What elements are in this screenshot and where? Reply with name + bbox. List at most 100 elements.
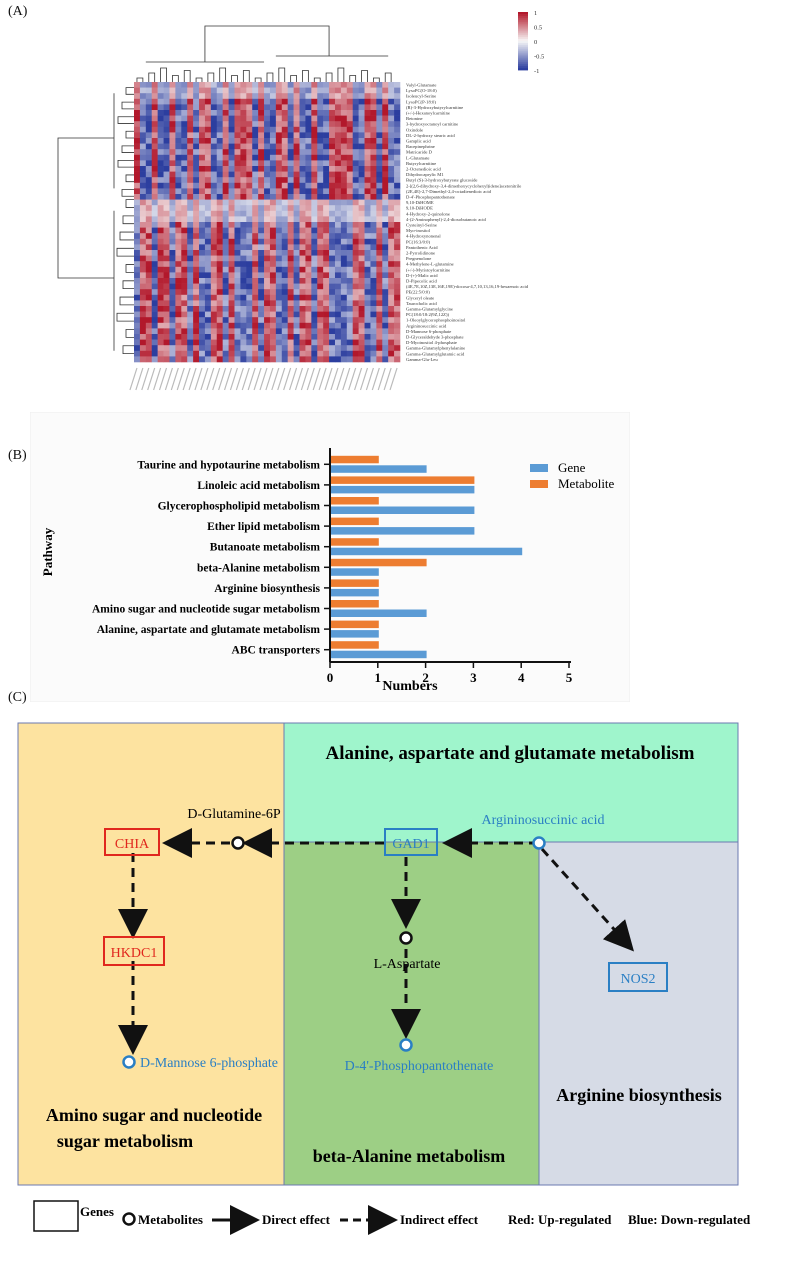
heatmap-cell bbox=[246, 177, 253, 184]
heatmap-cell bbox=[252, 266, 259, 273]
heatmap-cell bbox=[216, 171, 223, 178]
heatmap-cell bbox=[269, 166, 277, 172]
heatmap-cell bbox=[382, 300, 389, 307]
heatmap-column-label bbox=[265, 367, 274, 391]
heatmap-cell bbox=[311, 82, 318, 88]
heatmap-cell bbox=[358, 149, 365, 156]
heatmap-cell bbox=[151, 104, 158, 111]
heatmap-cell bbox=[134, 289, 141, 296]
heatmap-cell bbox=[269, 345, 277, 352]
heatmap-cell bbox=[346, 233, 354, 240]
heatmap-cell bbox=[388, 328, 395, 335]
heatmap-cell bbox=[240, 115, 247, 122]
heatmap-cell bbox=[329, 233, 336, 240]
heatmap-cell bbox=[252, 328, 259, 335]
heatmap-cell bbox=[181, 149, 188, 156]
heatmap-cell bbox=[246, 138, 253, 144]
heatmap-cell bbox=[145, 166, 153, 172]
heatmap-cell bbox=[299, 238, 306, 245]
heatmap-cell bbox=[199, 149, 206, 156]
heatmap-cell bbox=[281, 345, 288, 352]
heatmap-cell bbox=[275, 317, 283, 324]
heatmap-cell bbox=[305, 334, 312, 340]
heatmap-cell bbox=[275, 216, 283, 223]
heatmap-cell bbox=[145, 87, 153, 94]
heatmap-cell bbox=[269, 328, 277, 335]
heatmap-cell bbox=[287, 166, 294, 172]
heatmap-cell bbox=[281, 261, 288, 268]
heatmap-cell bbox=[151, 93, 158, 100]
heatmap-cell bbox=[193, 216, 200, 223]
heatmap-cell bbox=[228, 87, 235, 94]
heatmap-cell bbox=[199, 233, 206, 240]
heatmap-cell bbox=[329, 149, 336, 156]
heatmap-cell bbox=[258, 93, 265, 100]
heatmap-cell bbox=[134, 238, 141, 245]
heatmap-cell bbox=[216, 138, 223, 144]
heatmap-cell bbox=[163, 216, 170, 223]
heatmap-cell bbox=[187, 121, 194, 128]
heatmap-cell bbox=[199, 283, 206, 290]
heatmap-cell bbox=[258, 283, 265, 290]
heatmap-cell bbox=[199, 261, 206, 268]
heatmap-cell bbox=[193, 182, 200, 189]
heatmap-cell bbox=[382, 115, 389, 122]
heatmap-cell bbox=[275, 266, 283, 273]
heatmap-cell bbox=[157, 345, 164, 352]
bar-gene bbox=[331, 465, 427, 473]
heatmap-cell bbox=[364, 216, 371, 223]
heatmap-cell bbox=[157, 339, 164, 346]
heatmap-cell bbox=[370, 272, 377, 279]
heatmap-cell bbox=[175, 306, 182, 312]
heatmap-cell bbox=[364, 322, 371, 329]
heatmap-cell bbox=[364, 356, 371, 363]
heatmap-cell bbox=[151, 188, 158, 195]
heatmap-cell bbox=[275, 356, 283, 363]
heatmap-cell bbox=[157, 289, 164, 296]
heatmap-cell bbox=[358, 356, 365, 363]
heatmap-cell bbox=[382, 149, 389, 156]
heatmap-cell bbox=[269, 205, 277, 212]
heatmap-cell bbox=[293, 210, 300, 217]
heatmap-cell bbox=[258, 244, 265, 251]
heatmap-cell bbox=[210, 306, 218, 312]
heatmap-cell bbox=[281, 317, 288, 324]
heatmap-column-label bbox=[271, 367, 280, 391]
heatmap-cell bbox=[175, 98, 182, 105]
heatmap-cell bbox=[216, 115, 223, 122]
colorbar-tick-label: -1 bbox=[534, 68, 539, 75]
heatmap-cell bbox=[163, 283, 170, 290]
heatmap-cell bbox=[199, 126, 206, 133]
pathway-diagram-svg: Alanine, aspartate and glutamate metabol… bbox=[17, 722, 751, 1235]
heatmap-cell bbox=[364, 278, 371, 284]
heatmap-cell bbox=[269, 322, 277, 329]
heatmap-cell bbox=[346, 317, 354, 324]
heatmap-cell bbox=[376, 188, 383, 195]
heatmap-cell bbox=[175, 339, 182, 346]
heatmap-cell bbox=[246, 143, 253, 150]
heatmap-cell bbox=[139, 233, 147, 240]
heatmap-cell bbox=[370, 121, 377, 128]
heatmap-panel: Valyl-Glutamate LysoPC(O-18:0) Isoleucyl-S… bbox=[48, 10, 608, 391]
heatmap-cell bbox=[346, 205, 354, 212]
heatmap-cell bbox=[240, 199, 247, 206]
heatmap-cell bbox=[346, 311, 354, 318]
heatmap-cell bbox=[323, 132, 330, 139]
heatmap-cell bbox=[187, 182, 194, 189]
heatmap-cell bbox=[311, 294, 318, 301]
heatmap-cell bbox=[311, 350, 318, 357]
metabolite-phosphopantothenate-marker bbox=[399, 1038, 413, 1052]
heatmap-cell bbox=[187, 222, 194, 228]
heatmap-cell bbox=[382, 171, 389, 178]
heatmap-cell bbox=[293, 126, 300, 133]
heatmap-cell bbox=[216, 82, 223, 88]
heatmap-row-label: 4-Hydroxy-2-quinolone bbox=[406, 211, 450, 216]
heatmap-cell bbox=[376, 227, 383, 234]
heatmap-cell bbox=[157, 356, 164, 363]
heatmap-cell bbox=[299, 306, 306, 312]
heatmap-cell bbox=[364, 317, 371, 324]
heatmap-cell bbox=[246, 227, 253, 234]
heatmap-cell bbox=[240, 210, 247, 217]
heatmap-cell bbox=[264, 149, 271, 156]
heatmap-cell bbox=[234, 104, 241, 111]
